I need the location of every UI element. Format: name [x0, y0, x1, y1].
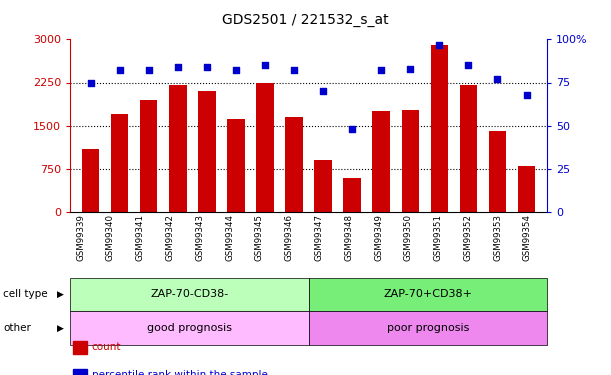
Point — [318, 88, 328, 94]
Text: ZAP-70+CD38+: ZAP-70+CD38+ — [383, 290, 472, 299]
Text: GSM99352: GSM99352 — [463, 214, 472, 261]
Point — [173, 64, 183, 70]
Text: GSM99353: GSM99353 — [493, 214, 502, 261]
Text: GSM99341: GSM99341 — [136, 214, 145, 261]
Point — [144, 68, 153, 74]
Bar — [198, 91, 216, 212]
Text: poor prognosis: poor prognosis — [387, 323, 469, 333]
Point — [86, 80, 95, 86]
Bar — [518, 166, 535, 212]
Bar — [373, 111, 390, 212]
Bar — [315, 160, 332, 212]
Text: GSM99343: GSM99343 — [196, 214, 204, 261]
Text: GDS2501 / 221532_s_at: GDS2501 / 221532_s_at — [222, 13, 389, 27]
Bar — [82, 148, 100, 212]
Text: GSM99350: GSM99350 — [404, 214, 413, 261]
Point — [376, 68, 386, 74]
Bar — [489, 131, 506, 212]
Bar — [401, 110, 419, 212]
Text: ▶: ▶ — [57, 324, 64, 333]
Point — [405, 66, 415, 72]
Bar — [140, 100, 158, 212]
Text: GSM99346: GSM99346 — [285, 214, 294, 261]
Point — [115, 68, 125, 74]
Text: GSM99340: GSM99340 — [106, 214, 115, 261]
Text: GSM99344: GSM99344 — [225, 214, 234, 261]
Text: percentile rank within the sample: percentile rank within the sample — [92, 370, 268, 375]
Bar — [227, 119, 244, 212]
Text: GSM99342: GSM99342 — [166, 214, 175, 261]
Text: GSM99349: GSM99349 — [374, 214, 383, 261]
Bar — [459, 86, 477, 212]
Bar — [431, 45, 448, 212]
Text: GSM99347: GSM99347 — [315, 214, 323, 261]
Text: count: count — [92, 342, 121, 352]
Text: GSM99339: GSM99339 — [76, 214, 85, 261]
Point — [434, 42, 444, 48]
Text: GSM99345: GSM99345 — [255, 214, 264, 261]
Point — [202, 64, 212, 70]
Point — [231, 68, 241, 74]
Text: GSM99354: GSM99354 — [523, 214, 532, 261]
Bar — [111, 114, 128, 212]
Text: cell type: cell type — [3, 290, 48, 299]
Bar — [343, 178, 361, 212]
Text: ▶: ▶ — [57, 290, 64, 299]
Point — [260, 62, 270, 68]
Bar — [169, 86, 186, 212]
Point — [522, 92, 532, 98]
Text: good prognosis: good prognosis — [147, 323, 232, 333]
Point — [464, 62, 474, 68]
Bar — [256, 82, 274, 212]
Point — [289, 68, 299, 74]
Text: GSM99348: GSM99348 — [344, 214, 353, 261]
Text: other: other — [3, 323, 31, 333]
Bar — [285, 117, 302, 212]
Text: ZAP-70-CD38-: ZAP-70-CD38- — [150, 290, 229, 299]
Point — [492, 76, 502, 82]
Text: GSM99351: GSM99351 — [434, 214, 442, 261]
Point — [347, 126, 357, 132]
